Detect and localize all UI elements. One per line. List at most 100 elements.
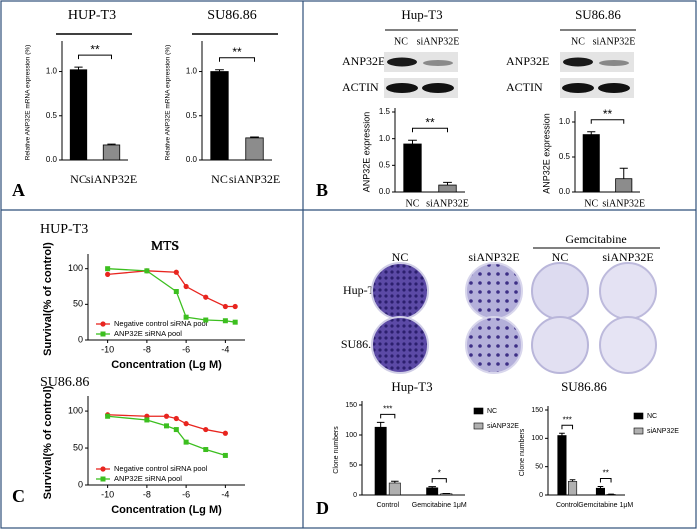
panel-letter: A — [12, 180, 25, 200]
marker — [183, 283, 189, 290]
error-bar — [215, 69, 224, 72]
plate — [465, 316, 523, 374]
x-tick-label: -10 — [101, 344, 114, 354]
plate — [531, 262, 589, 320]
y-tick-label: 0 — [539, 492, 543, 499]
significance-label: ** — [425, 115, 435, 129]
x-tick-label: -6 — [182, 489, 190, 499]
y-tick-label: 100 — [531, 435, 543, 442]
significance-label: * — [438, 469, 441, 478]
panel-letter: D — [316, 498, 329, 518]
x-tick-label: -10 — [101, 489, 114, 499]
marker — [203, 317, 209, 323]
marker — [173, 415, 179, 422]
blot — [560, 52, 634, 72]
marker — [183, 314, 189, 320]
legend-marker — [100, 331, 106, 337]
marker — [203, 426, 209, 433]
band — [423, 60, 453, 66]
significance-label: ** — [90, 42, 100, 56]
y-axis-label: Relative ANP32E mRNA expression (%) — [165, 45, 172, 161]
legend-marker — [100, 321, 106, 327]
band — [599, 60, 629, 66]
error-bar — [597, 486, 604, 489]
x-tick-label: siANP32E — [602, 198, 645, 209]
band — [563, 57, 593, 67]
x-tick-label: -8 — [143, 344, 151, 354]
x-tick-label: NC — [211, 172, 228, 186]
plate — [465, 262, 523, 320]
marker — [183, 439, 189, 445]
chart-title: HUP-T3 — [68, 8, 116, 23]
bar — [102, 144, 121, 161]
treatment-label: Gemcitabine — [565, 232, 626, 246]
y-axis-label: Clone numbers — [519, 428, 526, 476]
plate — [531, 316, 589, 374]
error-bar — [569, 479, 576, 482]
marker — [105, 271, 111, 277]
plate — [599, 262, 657, 320]
chart-title: SU86.86 — [561, 379, 607, 394]
bar — [210, 71, 229, 161]
marker — [203, 447, 209, 453]
y-tick-label: 50 — [73, 299, 83, 309]
y-tick-label: 1.0 — [559, 117, 571, 126]
legend-label: NC — [647, 413, 657, 420]
x-axis-label: Concentration (Lg M) — [111, 504, 222, 516]
blot-title: Hup-T3 — [401, 7, 442, 22]
x-tick-label: -4 — [221, 344, 229, 354]
y-tick-label: 150 — [531, 407, 543, 414]
blot-title: SU86.86 — [575, 7, 621, 22]
error-bar — [74, 66, 83, 70]
x-tick-label: NC — [70, 172, 87, 186]
x-axis-label: Concentration (Lg M) — [111, 359, 222, 371]
error-bar — [559, 432, 565, 436]
marker — [232, 319, 238, 325]
bar — [403, 143, 422, 193]
lane-label: NC — [394, 36, 408, 47]
marker — [203, 294, 209, 300]
legend-label: NC — [487, 408, 497, 415]
plate — [371, 316, 429, 374]
y-tick-label: 1.0 — [186, 67, 198, 76]
blot — [384, 52, 458, 72]
plate — [371, 262, 429, 320]
marker — [173, 427, 179, 433]
panel-letter: C — [12, 486, 25, 506]
error-bar — [587, 131, 596, 135]
marker — [222, 318, 228, 324]
y-tick-label: 0 — [78, 334, 83, 344]
protein-label: ACTIN — [506, 80, 543, 94]
marker — [105, 266, 111, 272]
y-tick-label: 1.5 — [379, 107, 391, 116]
y-tick-label: 0.5 — [46, 111, 58, 120]
bar — [388, 482, 401, 496]
lane-label: siANP32E — [593, 36, 636, 47]
y-tick-label: 0 — [78, 479, 83, 489]
y-tick-label: 0.5 — [379, 160, 391, 169]
marker — [144, 268, 150, 274]
panel-letter: B — [316, 180, 328, 200]
bar — [568, 481, 578, 496]
x-tick-label: Gemcitabine 1μM — [578, 502, 633, 509]
bar — [557, 435, 567, 496]
significance-label: *** — [563, 415, 572, 424]
legend-swatch — [633, 427, 644, 435]
band — [598, 83, 630, 93]
legend-label: Negative control siRNA pool — [114, 464, 208, 473]
cell-line-label: SU86.86 — [40, 375, 89, 390]
chart-title: MTS — [151, 239, 180, 254]
legend-label: siANP32E — [647, 428, 679, 435]
significance-bracket — [78, 54, 112, 60]
protein-label: ANP32E — [342, 54, 385, 68]
marker — [144, 417, 150, 423]
blot — [384, 78, 458, 98]
y-tick-label: 100 — [68, 263, 83, 273]
y-axis-label: Survival(% of control) — [42, 242, 54, 356]
y-tick-label: 100 — [345, 432, 357, 439]
y-tick-label: 50 — [73, 442, 83, 452]
marker — [222, 452, 228, 458]
band — [422, 83, 454, 93]
